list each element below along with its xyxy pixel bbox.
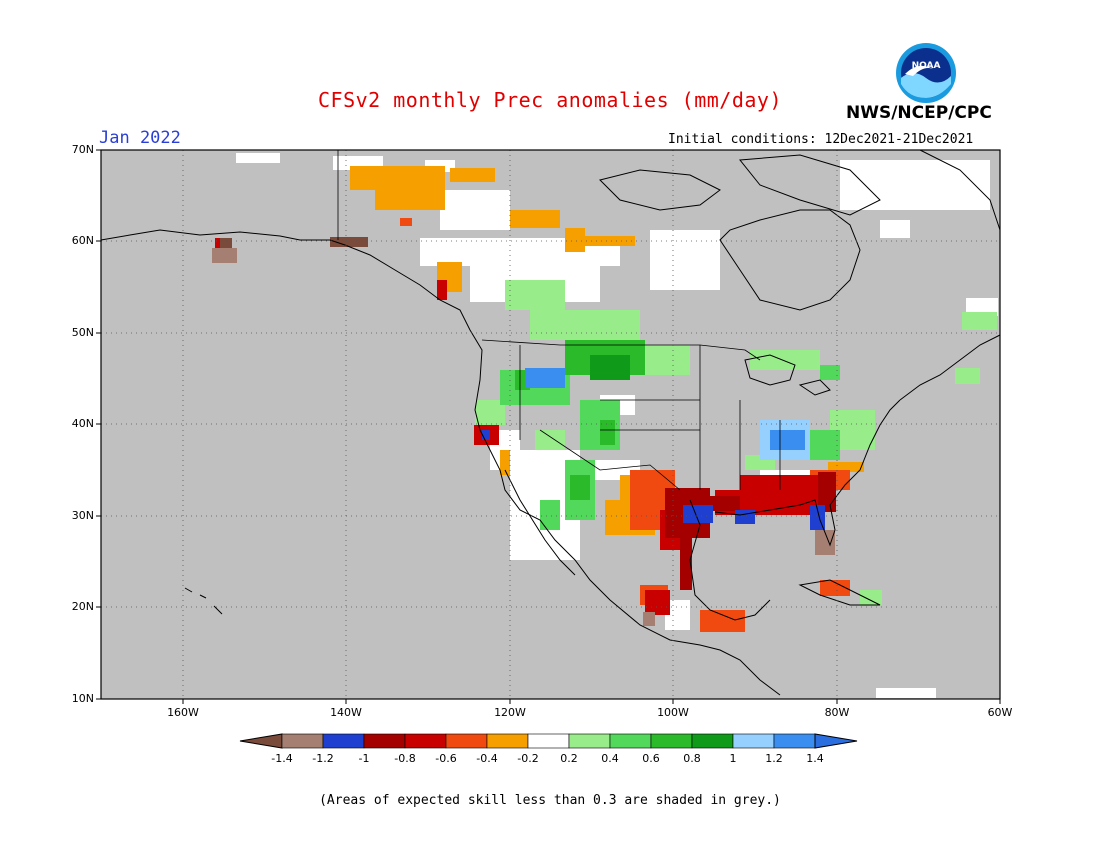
political-borders (337, 150, 781, 491)
legend-tick-label: 0.6 (642, 752, 660, 765)
legend-tick-label: -0.2 (517, 752, 539, 765)
forecast-month: Jan 2022 (99, 128, 181, 148)
legend-tick-label: 0.4 (601, 752, 619, 765)
coastlines (100, 149, 1001, 696)
legend-tick-label: -1 (358, 752, 370, 765)
legend-tick-label: 0.8 (683, 752, 701, 765)
agency-label: NWS/NCEP/CPC (846, 103, 992, 123)
legend-tick-label: 1.4 (806, 752, 824, 765)
initial-conditions: Initial conditions: 12Dec2021-21Dec2021 (668, 132, 974, 147)
axis-ticks (96, 149, 1001, 704)
dry-anomaly-0.8-0.6 (215, 238, 830, 615)
lat-label-40n: 40N (71, 417, 94, 430)
legend-tick-label: -0.6 (435, 752, 457, 765)
legend-tick-label: -0.4 (476, 752, 498, 765)
lat-label-70n: 70N (71, 143, 94, 156)
lat-label-30n: 30N (71, 509, 94, 522)
noaa-logo-icon: NOAA (896, 43, 956, 103)
wet-anomaly-0.8-1 (590, 355, 630, 380)
lon-label-60w: 60W (987, 706, 1013, 719)
wet-anomaly-1-1.4 (525, 368, 810, 460)
lat-label-60n: 60N (71, 234, 94, 247)
lat-label-20n: 20N (71, 600, 94, 613)
map-title: CFSv2 monthly Prec anomalies (mm/day) (317, 88, 783, 112)
lon-label-140w: 140W (330, 706, 362, 719)
lon-label-160w: 160W (167, 706, 199, 719)
dry-anomaly-below-1.2 (212, 237, 835, 626)
wet-anomaly-0.2-0.4 (475, 280, 997, 605)
legend-tick-label: -1.2 (312, 752, 334, 765)
legend-tick-label: 0.2 (560, 752, 578, 765)
lon-label-120w: 120W (494, 706, 526, 719)
legend-tick-label: -0.8 (394, 752, 416, 765)
skill-footnote: (Areas of expected skill less than 0.3 a… (319, 793, 781, 808)
lon-label-100w: 100W (657, 706, 689, 719)
lat-label-10n: 10N (71, 692, 94, 705)
lat-label-50n: 50N (71, 326, 94, 339)
legend-tick-label: -1.4 (271, 752, 293, 765)
legend-tick-label: 1.2 (765, 752, 783, 765)
lon-label-80w: 80W (824, 706, 850, 719)
legend-tick-label: 1 (729, 752, 737, 765)
svg-text:NOAA: NOAA (912, 61, 941, 71)
